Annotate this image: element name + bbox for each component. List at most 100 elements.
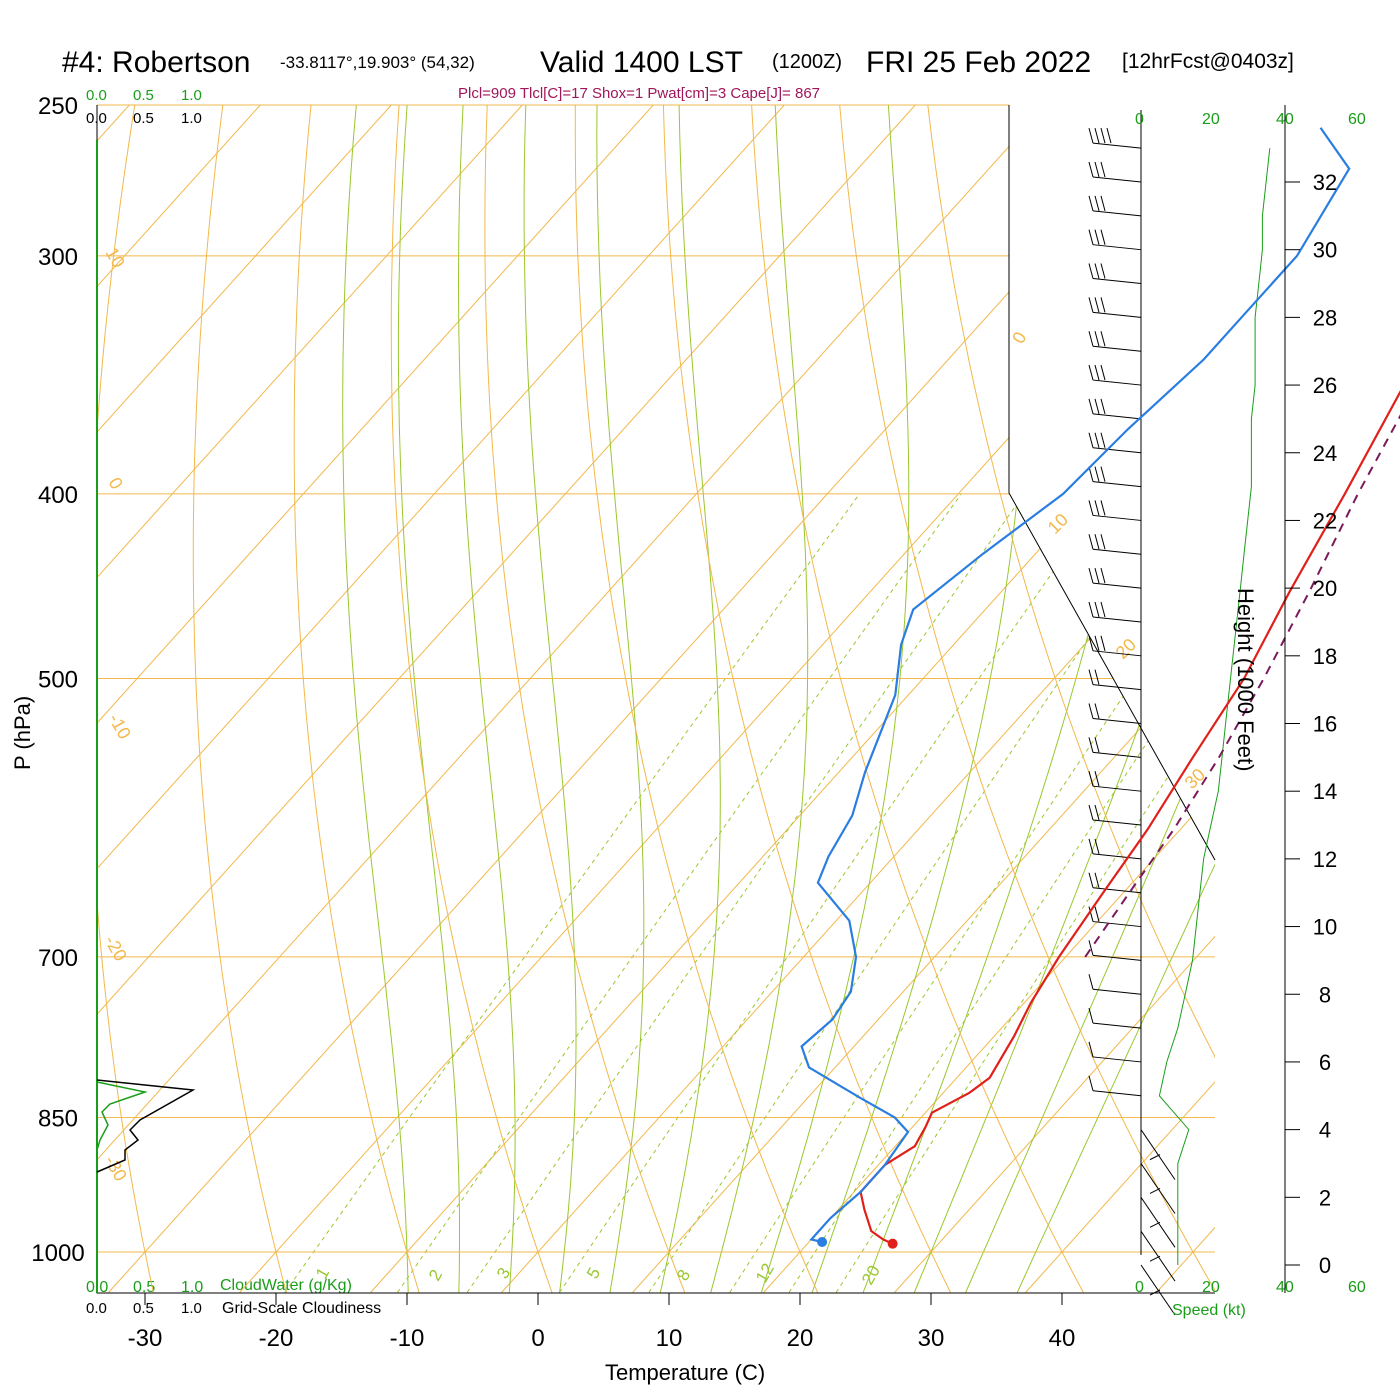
wind-barb-flag — [1088, 364, 1094, 381]
wind-barb-flag — [1088, 500, 1094, 516]
isotherm-line — [97, 105, 916, 1293]
wind-barb-staff — [1092, 548, 1142, 555]
height-tick-label: 16 — [1313, 712, 1337, 737]
isotherm-line — [97, 105, 654, 1293]
parcel-profile — [1084, 414, 1400, 958]
dry-adiabat-line — [662, 105, 951, 1293]
pressure-tick-label: 300 — [38, 244, 78, 271]
dry-adiabat-line — [484, 105, 686, 1293]
wind-barb-flag — [1088, 534, 1094, 550]
height-tick-label: 8 — [1319, 982, 1331, 1007]
wind-barb-flag — [1094, 906, 1100, 922]
wind-barb-flag — [1149, 1221, 1161, 1228]
temperature-tick-label: -10 — [390, 1325, 425, 1352]
wind-barb-staff — [1140, 1264, 1176, 1316]
wind-barb-flag — [1100, 331, 1106, 347]
wind-speed-tick-top: 20 — [1202, 111, 1220, 128]
wind-barb — [1140, 1197, 1176, 1248]
wind-barb-flag — [1088, 567, 1094, 584]
wind-barb-staff — [1092, 785, 1142, 792]
mixing-ratio-line — [788, 493, 1215, 1293]
height-tick-label: 30 — [1313, 238, 1337, 263]
wind-barb-staff — [1092, 616, 1142, 623]
mixing-ratio-lines — [284, 493, 1215, 1293]
wind-barb-flag — [1088, 703, 1094, 719]
wind-barb — [1088, 1041, 1142, 1063]
wind-barb-flag — [1100, 161, 1106, 178]
cloud-water-scale-tick: 0.0 — [86, 87, 107, 104]
forecast-date: FRI 25 Feb 2022 — [866, 46, 1091, 79]
cloudiness-scale-tick: 1.0 — [181, 1300, 202, 1317]
wind-barb-flag — [1100, 364, 1106, 381]
wind-barb — [1140, 1163, 1176, 1214]
dry-adiabat-line — [1368, 105, 1400, 1292]
dry-adiabat-line — [839, 105, 1215, 1293]
wind-barb-flag — [1094, 669, 1100, 685]
wind-barb-flag — [1094, 601, 1100, 618]
wind-barb-flag — [1088, 229, 1094, 245]
y-axis-label: P (hPa) — [10, 696, 35, 770]
mixing-ratio-label: 20 — [858, 1262, 884, 1288]
height-tick-label: 26 — [1313, 373, 1337, 398]
wind-barb-flag — [1088, 466, 1094, 482]
wind-barb-flag — [1094, 872, 1100, 888]
wind-barb — [1088, 161, 1142, 183]
wind-barb-flag — [1088, 398, 1094, 415]
wind-barb-staff — [1092, 650, 1142, 657]
mixing-ratio-line — [559, 493, 1108, 1293]
axes: 0246810121416182022242628303225030040050… — [31, 93, 1337, 1352]
wind-barb — [1088, 364, 1142, 386]
moist-adiabat-line — [659, 105, 721, 1293]
isotherm-line — [1025, 105, 1215, 1293]
dry-adiabat-label: 10 — [1044, 510, 1072, 538]
height-tick-label: 10 — [1313, 915, 1337, 940]
wind-speed-profile — [1158, 148, 1271, 1265]
surface-temperature-point — [887, 1238, 898, 1249]
pressure-tick-label: 700 — [38, 945, 78, 972]
wind-barb-staff — [1092, 1022, 1142, 1029]
wind-barb-flag — [1100, 263, 1106, 279]
wind-barb-flag — [1088, 872, 1094, 888]
height-tick-label: 22 — [1313, 508, 1337, 533]
wind-barb-flag — [1094, 161, 1100, 178]
wind-barb-flag — [1100, 466, 1106, 482]
pressure-tick-label: 400 — [38, 482, 78, 509]
wind-barb-flag — [1100, 297, 1106, 313]
height-tick-label: 32 — [1313, 170, 1337, 195]
isotherm-line — [763, 105, 1215, 1293]
wind-barb — [1088, 737, 1142, 758]
wind-barb — [1088, 432, 1142, 454]
isotherm-line — [894, 105, 1215, 1293]
wind-barb-staff — [1092, 1056, 1142, 1063]
wind-barb-staff — [1092, 244, 1142, 251]
cloudiness-label: Grid-Scale Cloudiness — [222, 1300, 381, 1317]
wind-speed-tick-bottom: 60 — [1348, 1279, 1366, 1296]
mixing-ratio-line — [466, 493, 1025, 1293]
wind-barb — [1088, 297, 1142, 318]
wind-barb — [1140, 1230, 1176, 1282]
wind-barb-flag — [1094, 128, 1100, 144]
cloud-water-profile — [96, 1081, 148, 1151]
wind-barb-flag — [1100, 601, 1106, 618]
wind-barb-flag — [1088, 737, 1094, 753]
surface-dewpoint-point — [817, 1237, 828, 1248]
wind-barb-flag — [1088, 331, 1094, 347]
temperature-tick-label: 0 — [531, 1325, 544, 1352]
wind-barb — [1088, 703, 1142, 724]
wind-barb-flag — [1094, 398, 1100, 415]
wind-barb-flag — [1088, 804, 1094, 821]
cloud-water-scale-tick: 1.0 — [181, 87, 202, 104]
wind-barb — [1088, 974, 1142, 995]
moist-adiabat-line — [523, 105, 577, 1293]
cloud-water-scale-tick: 0.5 — [133, 87, 154, 104]
wind-barb-flag — [1094, 534, 1100, 550]
height-tick-label: 28 — [1313, 305, 1337, 330]
wind-speed-tick-top: 0 — [1135, 111, 1144, 128]
height-tick-label: 12 — [1313, 847, 1337, 872]
cloudiness-scale-tick: 0.5 — [133, 1300, 154, 1317]
wind-barb-flag — [1088, 297, 1094, 313]
wind-barb-flag — [1100, 534, 1106, 550]
moist-adiabat-line — [397, 105, 460, 1293]
wind-speed-tick-bottom: 20 — [1202, 1279, 1220, 1296]
dry-adiabat-label: 20 — [1112, 635, 1140, 663]
